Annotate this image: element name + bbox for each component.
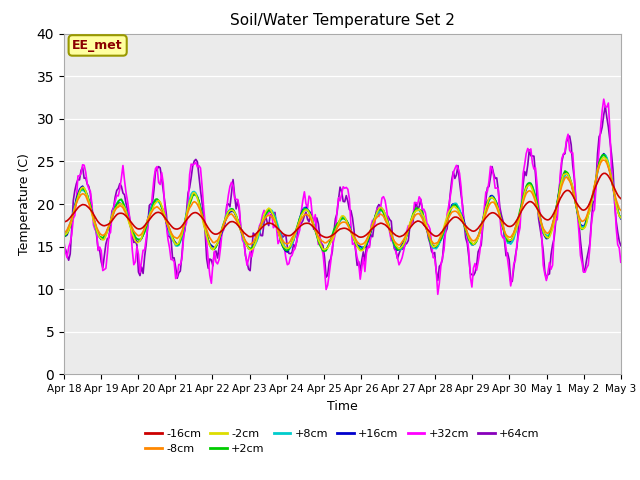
+16cm — [284, 249, 291, 255]
+32cm — [254, 231, 262, 237]
Line: +8cm: +8cm — [64, 155, 621, 250]
Legend: -16cm, -8cm, -2cm, +2cm, +8cm, +16cm, +32cm, +64cm: -16cm, -8cm, -2cm, +2cm, +8cm, +16cm, +3… — [141, 424, 544, 459]
+32cm — [434, 291, 442, 297]
-2cm — [60, 231, 68, 237]
+8cm — [617, 215, 625, 221]
-8cm — [303, 212, 311, 217]
+16cm — [600, 151, 607, 156]
+2cm — [303, 207, 311, 213]
+8cm — [588, 201, 595, 206]
+2cm — [60, 234, 68, 240]
+64cm — [617, 243, 625, 249]
Line: -2cm: -2cm — [64, 157, 621, 251]
+32cm — [588, 222, 595, 228]
Line: +16cm: +16cm — [64, 154, 621, 252]
+8cm — [321, 247, 328, 253]
+2cm — [617, 214, 625, 220]
-2cm — [356, 248, 364, 253]
+64cm — [244, 266, 252, 272]
-8cm — [129, 225, 136, 230]
-2cm — [244, 245, 252, 251]
-2cm — [617, 215, 625, 220]
-8cm — [395, 242, 403, 248]
+64cm — [254, 232, 262, 238]
X-axis label: Time: Time — [327, 400, 358, 413]
-8cm — [617, 207, 625, 213]
-8cm — [588, 197, 595, 203]
Title: Soil/Water Temperature Set 2: Soil/Water Temperature Set 2 — [230, 13, 455, 28]
+64cm — [226, 204, 234, 210]
-16cm — [226, 219, 234, 225]
+8cm — [129, 226, 136, 232]
-16cm — [60, 219, 68, 225]
+16cm — [588, 200, 595, 206]
+32cm — [303, 205, 311, 211]
Line: -16cm: -16cm — [64, 173, 621, 238]
+16cm — [305, 208, 313, 214]
+64cm — [129, 233, 136, 239]
-2cm — [600, 155, 607, 160]
Line: +2cm: +2cm — [64, 155, 621, 251]
+32cm — [600, 96, 607, 102]
-16cm — [254, 229, 262, 235]
+8cm — [602, 152, 609, 158]
+8cm — [254, 236, 262, 241]
+2cm — [321, 248, 328, 254]
-2cm — [129, 230, 136, 236]
+8cm — [60, 233, 68, 239]
+16cm — [60, 234, 68, 240]
+32cm — [244, 256, 252, 262]
+16cm — [129, 228, 136, 234]
+8cm — [244, 244, 252, 250]
-2cm — [588, 201, 595, 207]
-2cm — [254, 232, 262, 238]
+16cm — [617, 216, 625, 222]
+2cm — [254, 231, 262, 237]
-2cm — [303, 207, 311, 213]
+8cm — [303, 206, 311, 212]
-8cm — [254, 229, 262, 235]
+32cm — [60, 239, 68, 245]
-8cm — [600, 157, 607, 163]
+2cm — [226, 208, 234, 214]
+64cm — [60, 252, 68, 257]
+32cm — [226, 183, 234, 189]
-8cm — [226, 212, 234, 217]
-16cm — [244, 233, 252, 239]
+16cm — [244, 246, 252, 252]
+64cm — [303, 216, 311, 222]
-16cm — [303, 220, 311, 226]
-16cm — [129, 221, 136, 227]
+2cm — [129, 228, 136, 234]
+16cm — [226, 209, 234, 215]
+32cm — [129, 247, 136, 252]
+8cm — [226, 206, 234, 212]
Line: +64cm: +64cm — [64, 106, 621, 281]
Line: -8cm: -8cm — [64, 160, 621, 245]
+32cm — [617, 259, 625, 265]
+64cm — [508, 278, 516, 284]
-2cm — [226, 207, 234, 213]
Y-axis label: Temperature (C): Temperature (C) — [18, 153, 31, 255]
-16cm — [600, 170, 607, 176]
-16cm — [323, 235, 330, 240]
+64cm — [588, 219, 595, 225]
+2cm — [244, 245, 252, 251]
+64cm — [602, 103, 609, 109]
-16cm — [617, 196, 625, 202]
+16cm — [254, 234, 262, 240]
-8cm — [60, 230, 68, 236]
-16cm — [588, 196, 595, 202]
-8cm — [244, 241, 252, 247]
+2cm — [588, 200, 595, 205]
+2cm — [600, 152, 607, 157]
Line: +32cm: +32cm — [64, 99, 621, 294]
Text: EE_met: EE_met — [72, 39, 123, 52]
